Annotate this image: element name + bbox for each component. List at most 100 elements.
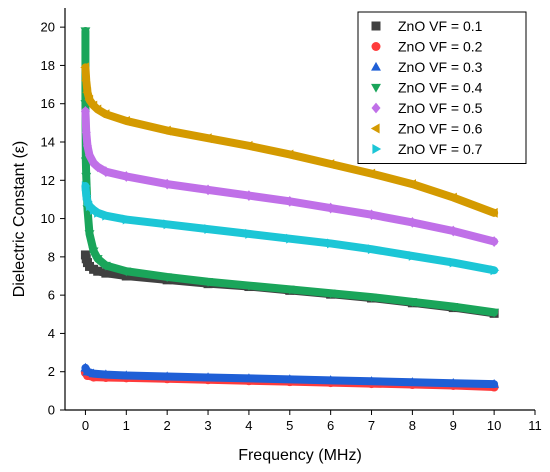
x-tick-label: 5 [286, 418, 293, 433]
legend: ZnO VF = 0.1 ZnO VF = 0.2 ZnO VF = 0.3 ZnO … [357, 11, 527, 164]
x-tick-label: 6 [327, 418, 334, 433]
data-point [92, 255, 103, 264]
legend-label: ZnO VF = 0.6 [398, 121, 483, 137]
legend-label: ZnO VF = 0.4 [398, 80, 483, 96]
data-point [407, 298, 418, 308]
series-4 [80, 26, 500, 318]
data-point [101, 268, 111, 278]
data-point [407, 217, 417, 228]
data-point [85, 150, 95, 161]
series-layer [80, 26, 500, 392]
data-point [285, 195, 295, 207]
legend-label: ZnO VF = 0.3 [398, 59, 483, 75]
x-tick-label: 11 [528, 418, 542, 433]
data-point [489, 378, 500, 388]
data-point [203, 184, 213, 196]
data-point [448, 378, 459, 387]
data-point [284, 374, 295, 383]
data-point [408, 250, 418, 261]
data-point [407, 179, 416, 190]
x-axis-title: Frequency (MHz) [238, 447, 362, 464]
data-point [489, 236, 499, 247]
data-point [449, 257, 459, 268]
data-point [407, 377, 418, 386]
data-point [92, 104, 102, 115]
data-point [122, 214, 132, 225]
legend-marker [371, 21, 381, 31]
y-tick-label: 0 [48, 403, 55, 418]
data-point [81, 75, 90, 86]
data-point [489, 308, 500, 318]
legend-box [357, 11, 527, 164]
data-point [326, 202, 336, 214]
y-tick-label: 2 [48, 364, 55, 379]
legend-marker [371, 102, 381, 114]
data-point [448, 225, 458, 237]
data-point [448, 303, 459, 312]
data-point [325, 159, 335, 169]
data-point [327, 238, 336, 249]
data-point [81, 181, 91, 191]
y-tick-label: 6 [48, 288, 55, 303]
x-tick-label: 4 [245, 418, 252, 433]
data-point [101, 166, 111, 178]
data-point [204, 224, 214, 235]
y-tick-label: 14 [41, 135, 55, 150]
x-tick-label: 10 [487, 418, 501, 433]
y-tick-label: 18 [41, 58, 55, 73]
legend-marker [371, 83, 381, 93]
data-point [243, 140, 253, 151]
x-tick-label: 1 [123, 418, 130, 433]
data-point [367, 244, 377, 255]
data-point [284, 285, 295, 295]
legend-marker [370, 123, 380, 134]
data-point [366, 168, 376, 179]
data-point [93, 266, 103, 276]
data-point [88, 247, 99, 257]
data-point [284, 149, 294, 160]
y-tick-label: 12 [41, 173, 55, 188]
data-point [100, 261, 111, 271]
data-point [490, 265, 500, 276]
data-point [81, 127, 91, 138]
data-point [367, 209, 377, 221]
data-point [100, 369, 111, 379]
x-tick-label: 8 [409, 418, 416, 433]
x-tick-label: 0 [82, 418, 89, 433]
y-tick-label: 4 [48, 326, 55, 341]
data-point [81, 172, 92, 182]
series-5 [80, 105, 499, 247]
data-point [93, 161, 103, 173]
data-point [243, 373, 254, 383]
y-tick-label: 8 [48, 249, 55, 264]
data-point [80, 27, 91, 37]
data-point [366, 376, 377, 385]
legend-marker [371, 61, 381, 71]
legend-marker [371, 42, 381, 51]
data-point [203, 278, 213, 287]
data-point [245, 228, 255, 239]
data-point [203, 372, 213, 382]
data-point [121, 115, 130, 126]
data-point [121, 267, 132, 277]
data-point [286, 233, 295, 244]
data-point [448, 192, 457, 203]
data-point [100, 109, 110, 120]
x-tick-label: 9 [450, 418, 457, 433]
legend-marker [372, 144, 382, 154]
data-point [162, 273, 173, 283]
y-tick-label: 20 [41, 20, 55, 35]
series-7 [81, 181, 500, 276]
data-point [82, 87, 92, 98]
data-point [325, 375, 336, 384]
data-point [82, 140, 92, 152]
data-point [94, 207, 103, 218]
data-point [366, 293, 377, 303]
legend-label: ZnO VF = 0.5 [398, 100, 483, 116]
legend-label: ZnO VF = 0.7 [398, 141, 483, 157]
data-point [80, 105, 90, 117]
data-point [243, 281, 254, 291]
data-point [244, 190, 254, 201]
